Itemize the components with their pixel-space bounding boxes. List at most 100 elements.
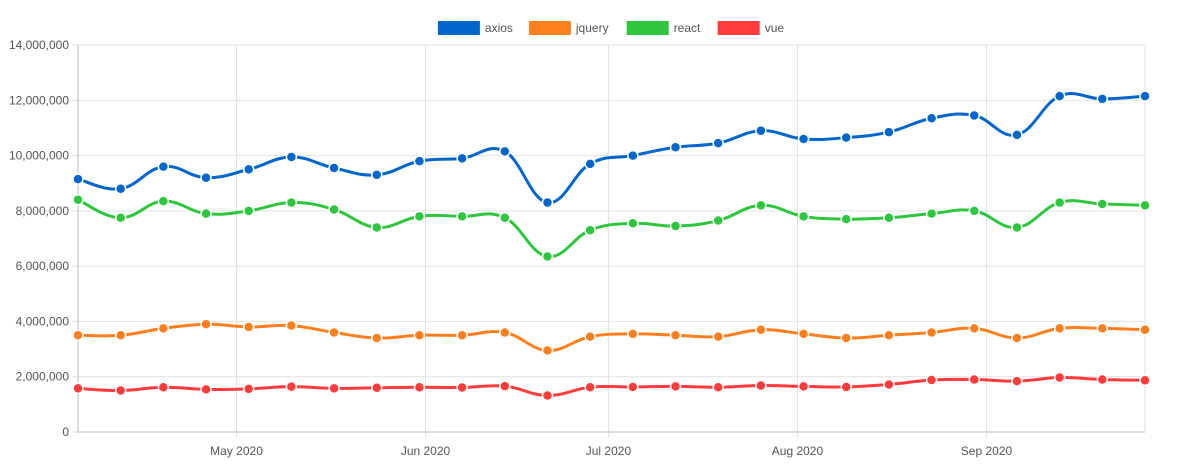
data-point-jquery <box>1096 322 1109 335</box>
y-tick-label: 12,000,000 <box>9 93 69 107</box>
x-tick-label: Jul 2020 <box>586 444 632 458</box>
legend-item-react: react <box>626 21 701 35</box>
data-point-vue <box>200 383 212 396</box>
data-point-axios <box>627 149 639 162</box>
series <box>72 90 1151 402</box>
legend: axios jquery react vue <box>437 21 785 35</box>
data-point-jquery <box>285 319 298 332</box>
data-point-react <box>584 224 596 236</box>
data-point-jquery <box>413 329 426 341</box>
data-point-axios <box>114 182 127 195</box>
data-point-vue <box>1139 374 1151 387</box>
data-point-jquery <box>157 322 170 335</box>
data-point-axios <box>541 196 554 209</box>
x-tick-label: Aug 2020 <box>772 444 824 458</box>
legend-label-react: react <box>674 21 701 35</box>
data-point-react <box>712 214 724 227</box>
series-line-react <box>76 198 1147 258</box>
data-point-react <box>883 212 895 224</box>
data-point-axios <box>328 162 340 174</box>
data-point-axios <box>200 171 212 184</box>
data-point-axios <box>1011 129 1023 141</box>
y-tick-label: 0 <box>62 425 69 439</box>
data-point-vue <box>328 382 340 395</box>
data-point-vue <box>72 382 84 395</box>
grid <box>72 44 1145 438</box>
data-point-react <box>797 210 810 223</box>
series-line-axios <box>76 92 1147 205</box>
y-tick-label: 10,000,000 <box>9 149 69 163</box>
data-point-axios <box>499 145 511 158</box>
data-point-axios <box>157 160 170 173</box>
legend-swatch-jquery <box>528 21 571 35</box>
data-point-axios <box>456 152 468 165</box>
data-point-jquery <box>627 328 639 340</box>
data-point-react <box>541 250 554 263</box>
data-point-axios <box>1139 90 1151 102</box>
data-point-jquery <box>1053 322 1066 335</box>
data-point-vue <box>1096 373 1109 386</box>
data-point-vue <box>242 383 255 395</box>
data-point-vue <box>968 373 981 386</box>
data-point-jquery <box>541 344 554 357</box>
data-point-jquery <box>925 326 938 339</box>
y-tick-label: 2,000,000 <box>16 370 70 384</box>
data-point-axios <box>712 137 724 149</box>
series-react <box>72 194 1151 263</box>
data-point-jquery <box>114 329 127 341</box>
data-point-vue <box>669 380 682 393</box>
series-vue <box>72 371 1151 402</box>
legend-item-jquery: jquery <box>528 21 609 35</box>
data-point-react <box>200 207 212 220</box>
data-point-jquery <box>669 329 682 341</box>
data-point-react <box>1096 198 1109 210</box>
data-point-react <box>968 205 981 217</box>
data-point-jquery <box>797 328 810 340</box>
data-point-jquery <box>584 330 596 343</box>
data-point-jquery <box>1011 332 1023 344</box>
data-point-vue <box>1011 375 1023 387</box>
data-point-jquery <box>840 332 852 344</box>
data-point-vue <box>157 381 170 393</box>
data-point-axios <box>925 112 938 124</box>
data-point-vue <box>883 378 895 391</box>
data-point-vue <box>712 381 724 393</box>
data-point-vue <box>285 380 298 393</box>
data-point-axios <box>242 163 255 176</box>
data-point-react <box>1011 221 1023 234</box>
y-tick-label: 6,000,000 <box>16 259 70 273</box>
series-line-vue <box>76 376 1147 398</box>
data-point-vue <box>456 381 468 394</box>
x-tick-label: May 2020 <box>210 444 263 458</box>
data-point-axios <box>584 158 596 170</box>
data-point-react <box>328 203 340 216</box>
data-point-vue <box>584 381 596 393</box>
data-point-jquery <box>72 329 84 341</box>
data-point-axios <box>72 173 84 185</box>
data-point-axios <box>669 141 682 154</box>
legend-swatch-axios <box>437 21 480 35</box>
data-point-axios <box>840 131 852 144</box>
data-point-jquery <box>499 326 511 339</box>
data-point-vue <box>371 382 383 394</box>
data-point-vue <box>755 379 767 392</box>
data-point-jquery <box>371 332 383 344</box>
data-point-react <box>1139 199 1151 212</box>
data-point-jquery <box>328 326 340 339</box>
legend-label-axios: axios <box>485 21 513 35</box>
data-point-axios <box>1096 93 1109 105</box>
series-jquery <box>72 318 1151 357</box>
data-point-jquery <box>712 330 724 343</box>
data-point-jquery <box>883 329 895 341</box>
legend-swatch-vue <box>717 21 760 35</box>
data-point-vue <box>413 381 426 393</box>
data-point-react <box>157 195 170 207</box>
data-point-react <box>755 199 767 212</box>
data-point-axios <box>285 151 298 163</box>
data-point-react <box>114 212 127 224</box>
legend-label-vue: vue <box>765 21 785 35</box>
legend-label-jquery: jquery <box>575 21 609 35</box>
data-point-jquery <box>200 318 212 330</box>
y-tick-label: 8,000,000 <box>16 204 70 218</box>
data-point-axios <box>413 155 426 167</box>
